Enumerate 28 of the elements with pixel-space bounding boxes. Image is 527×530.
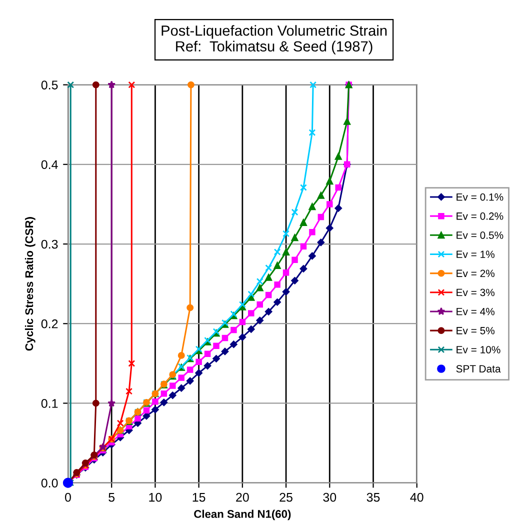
legend-label: Ev = 2%: [456, 270, 494, 278]
y-tick-label: 0.2: [41, 319, 58, 328]
legend-label: Ev = 4%: [456, 308, 494, 316]
x-tick-label: 40: [410, 492, 424, 502]
legend-label: SPT Data: [456, 365, 501, 372]
chart-title: Post-Liquefaction Volumetric Strain Ref: Tokimatsu & Seed (1987): [162, 25, 387, 54]
legend-label: Ev = 0.5%: [456, 232, 504, 239]
legend-label: Ev = 0.2%: [456, 212, 504, 220]
legend-label: Ev = 3%: [456, 288, 494, 296]
legend-label: Ev = 10%: [456, 346, 500, 354]
y-axis-title: Cyclic Stress Ratio (CSR): [24, 217, 36, 351]
x-axis-title: Clean Sand N1(60): [194, 510, 291, 520]
x-tick-label: 10: [149, 492, 162, 502]
x-tick-label: 5: [108, 493, 115, 502]
x-tick-label: 35: [366, 492, 380, 502]
x-tick-label: 0: [64, 492, 71, 502]
legend-label: Ev = 0.1%: [456, 193, 504, 201]
y-tick-label: 0.3: [41, 240, 58, 249]
y-tick-label: 0.1: [41, 399, 58, 408]
y-tick-label: 0.5: [41, 80, 58, 90]
y-tick-label: 0.4: [41, 160, 58, 170]
x-tick-label: 25: [280, 492, 292, 502]
y-tick-label: 0.0: [41, 478, 58, 488]
legend-label: Ev = 1%: [456, 250, 494, 258]
x-tick-label: 20: [236, 492, 249, 502]
x-tick-label: 30: [323, 492, 336, 502]
legend-label: Ev = 5%: [456, 326, 494, 334]
x-tick-label: 15: [192, 493, 206, 502]
